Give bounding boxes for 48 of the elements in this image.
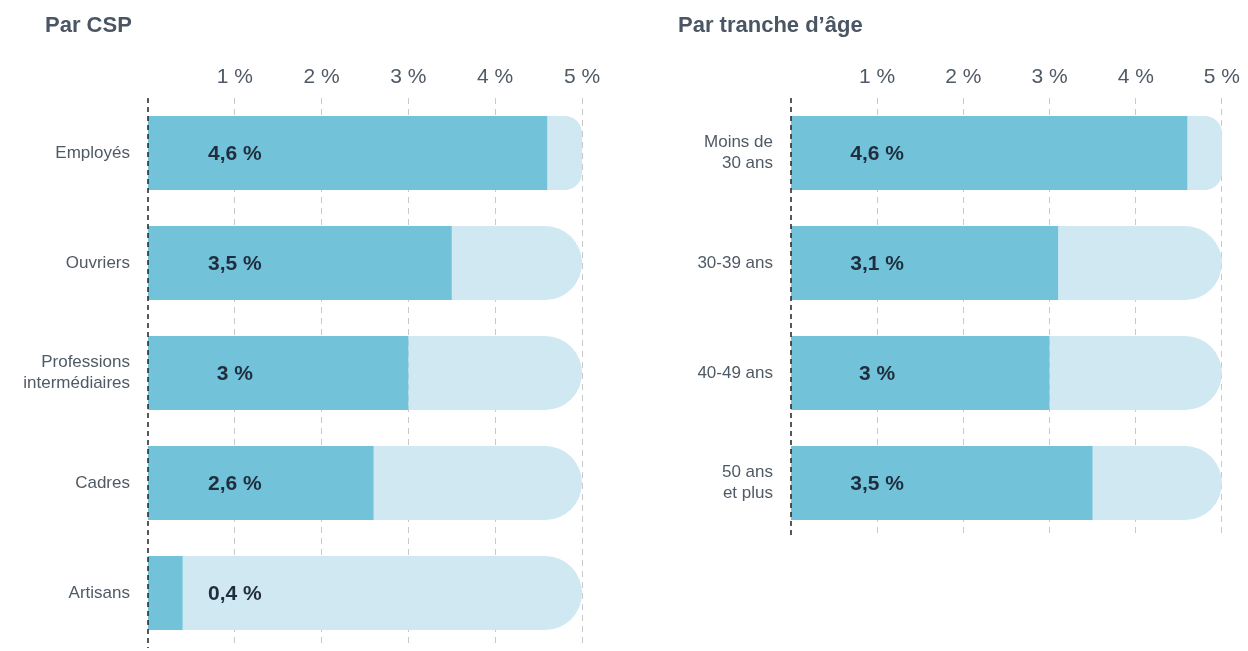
chart-title: Par CSP xyxy=(45,12,132,38)
bar xyxy=(791,336,1050,410)
y-tick-label: 40-49 ans xyxy=(697,362,773,382)
bar xyxy=(148,336,409,410)
chart-title: Par tranche d’âge xyxy=(678,12,863,38)
y-tick-label: Professions intermédiaires xyxy=(23,352,130,392)
bar xyxy=(791,116,1188,190)
x-tick-label: 5 % xyxy=(563,64,601,88)
bar xyxy=(791,446,1093,520)
bar xyxy=(1187,116,1222,190)
y-tick-label: Ouvriers xyxy=(65,252,130,272)
data-label: 3,5 % xyxy=(850,470,905,494)
y-tick-label: Cadres xyxy=(75,472,130,492)
x-tick-label: 1 % xyxy=(216,64,253,88)
x-tick-label: 5 % xyxy=(1203,64,1240,88)
data-label: 4,6 % xyxy=(850,140,905,164)
bar xyxy=(148,226,452,300)
y-tick-label: Employés xyxy=(55,142,130,162)
x-tick-label: 4 % xyxy=(477,64,514,88)
bar xyxy=(451,226,582,300)
x-tick-label: 4 % xyxy=(1117,64,1154,88)
bar xyxy=(373,446,582,520)
x-tick-label: 3 % xyxy=(1031,64,1068,88)
y-tick-label: 30-39 ans xyxy=(697,252,773,272)
y-tick-label: 50 ans et plus xyxy=(721,462,773,502)
data-label: 3,1 % xyxy=(850,250,905,274)
x-tick-label: 3 % xyxy=(390,64,427,88)
y-tick-label: Artisans xyxy=(68,582,130,602)
data-label: 3 % xyxy=(859,360,896,384)
x-tick-label: 2 % xyxy=(303,64,340,88)
bar xyxy=(182,556,582,630)
bar xyxy=(148,556,183,630)
bar xyxy=(1058,226,1222,300)
bar xyxy=(408,336,582,410)
bar xyxy=(1049,336,1222,410)
bar xyxy=(791,226,1059,300)
data-label: 3,5 % xyxy=(207,250,262,274)
bar xyxy=(148,446,374,520)
data-label: 3 % xyxy=(216,360,254,384)
x-tick-label: 1 % xyxy=(859,64,896,88)
y-tick-label: Moins de 30 ans xyxy=(704,132,773,172)
data-label: 0,4 % xyxy=(207,580,262,604)
data-label: 2,6 % xyxy=(207,470,262,494)
bar xyxy=(148,116,548,190)
x-tick-label: 2 % xyxy=(945,64,982,88)
data-label: 4,6 % xyxy=(207,140,262,164)
bar xyxy=(1092,446,1222,520)
bar xyxy=(547,116,582,190)
